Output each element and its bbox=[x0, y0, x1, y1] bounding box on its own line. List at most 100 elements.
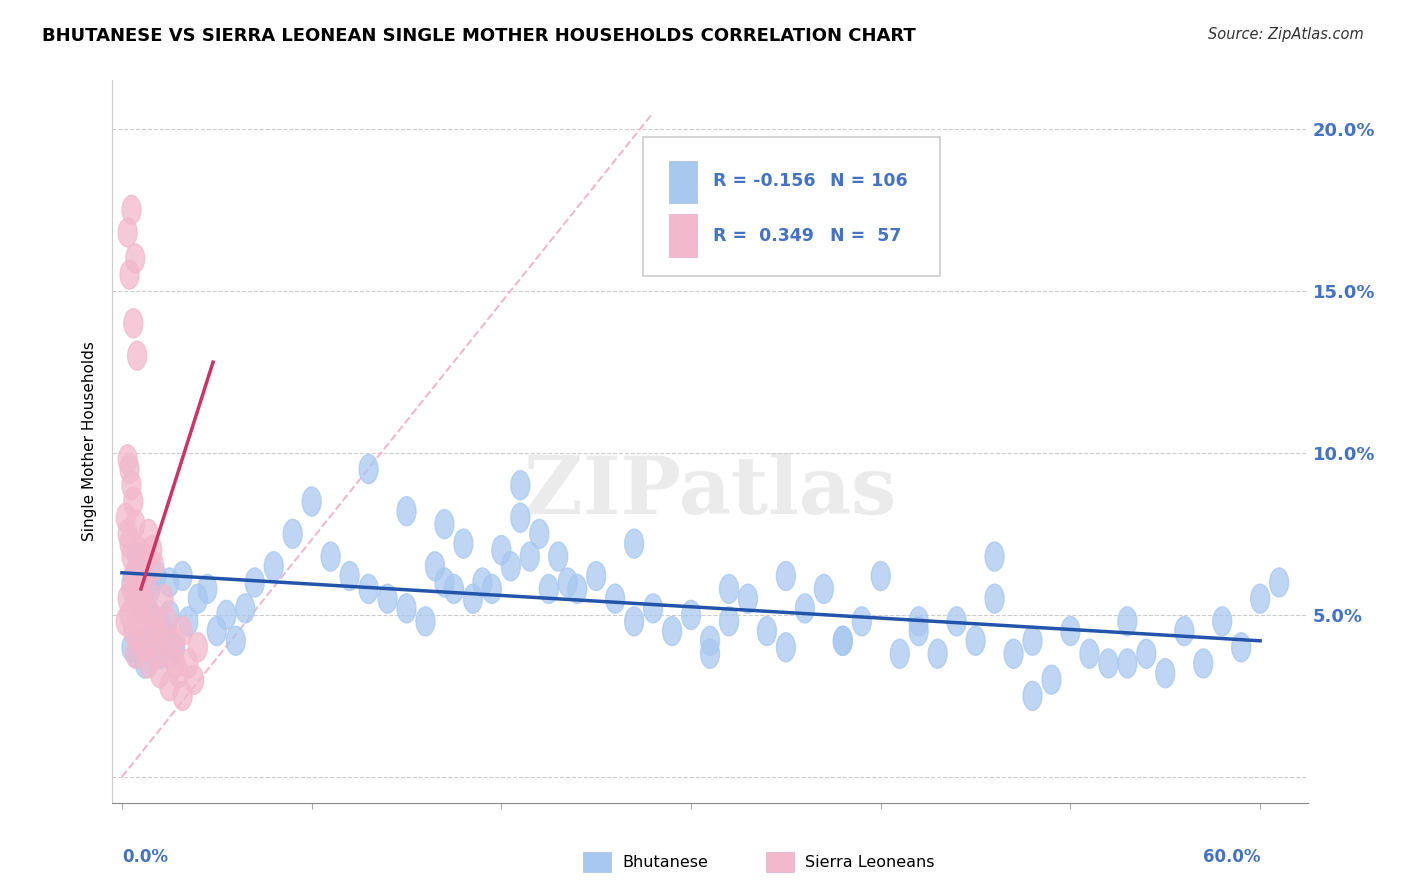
Ellipse shape bbox=[122, 568, 141, 597]
Ellipse shape bbox=[236, 594, 254, 623]
Ellipse shape bbox=[141, 574, 160, 604]
Ellipse shape bbox=[179, 607, 198, 636]
Ellipse shape bbox=[245, 568, 264, 597]
Ellipse shape bbox=[586, 561, 606, 591]
Ellipse shape bbox=[157, 607, 177, 636]
Ellipse shape bbox=[872, 561, 890, 591]
Ellipse shape bbox=[359, 455, 378, 483]
Ellipse shape bbox=[624, 607, 644, 636]
Ellipse shape bbox=[169, 658, 188, 688]
Ellipse shape bbox=[179, 648, 198, 678]
Ellipse shape bbox=[160, 568, 179, 597]
Text: R = -0.156: R = -0.156 bbox=[713, 172, 815, 190]
Ellipse shape bbox=[146, 561, 166, 591]
Ellipse shape bbox=[124, 561, 143, 591]
Ellipse shape bbox=[910, 616, 928, 646]
Ellipse shape bbox=[129, 552, 149, 581]
Ellipse shape bbox=[160, 600, 179, 630]
Ellipse shape bbox=[122, 574, 141, 604]
Ellipse shape bbox=[138, 574, 156, 604]
Ellipse shape bbox=[118, 519, 138, 549]
Ellipse shape bbox=[966, 626, 986, 656]
Ellipse shape bbox=[128, 594, 146, 623]
Text: R =  0.349: R = 0.349 bbox=[713, 227, 814, 245]
Ellipse shape bbox=[720, 607, 738, 636]
Ellipse shape bbox=[1137, 640, 1156, 668]
Ellipse shape bbox=[131, 574, 150, 604]
Ellipse shape bbox=[129, 626, 149, 656]
Text: Sierra Leoneans: Sierra Leoneans bbox=[804, 855, 934, 870]
Ellipse shape bbox=[852, 607, 872, 636]
Ellipse shape bbox=[1118, 607, 1137, 636]
Ellipse shape bbox=[464, 584, 482, 613]
Ellipse shape bbox=[120, 260, 139, 289]
Ellipse shape bbox=[118, 218, 138, 247]
Ellipse shape bbox=[125, 509, 145, 539]
Ellipse shape bbox=[135, 584, 155, 613]
Ellipse shape bbox=[502, 552, 520, 581]
Ellipse shape bbox=[426, 552, 444, 581]
Ellipse shape bbox=[141, 600, 160, 630]
Ellipse shape bbox=[125, 640, 145, 668]
Ellipse shape bbox=[162, 640, 181, 668]
Ellipse shape bbox=[548, 542, 568, 571]
Ellipse shape bbox=[198, 574, 217, 604]
Ellipse shape bbox=[530, 519, 548, 549]
Ellipse shape bbox=[776, 561, 796, 591]
Ellipse shape bbox=[1270, 568, 1289, 597]
Ellipse shape bbox=[1156, 658, 1175, 688]
Ellipse shape bbox=[568, 574, 586, 604]
Ellipse shape bbox=[141, 600, 160, 630]
Ellipse shape bbox=[340, 561, 359, 591]
Ellipse shape bbox=[120, 529, 139, 558]
Ellipse shape bbox=[146, 607, 166, 636]
Text: Bhutanese: Bhutanese bbox=[621, 855, 707, 870]
Ellipse shape bbox=[796, 594, 814, 623]
Ellipse shape bbox=[510, 471, 530, 500]
Ellipse shape bbox=[128, 542, 146, 571]
Ellipse shape bbox=[124, 487, 143, 516]
Ellipse shape bbox=[482, 574, 502, 604]
Ellipse shape bbox=[814, 574, 834, 604]
Ellipse shape bbox=[359, 574, 378, 604]
Ellipse shape bbox=[1080, 640, 1099, 668]
Ellipse shape bbox=[1194, 648, 1213, 678]
Ellipse shape bbox=[302, 487, 321, 516]
Ellipse shape bbox=[139, 519, 157, 549]
Ellipse shape bbox=[472, 568, 492, 597]
Ellipse shape bbox=[682, 600, 700, 630]
Ellipse shape bbox=[134, 584, 152, 613]
Ellipse shape bbox=[135, 561, 155, 591]
Ellipse shape bbox=[118, 445, 138, 474]
Ellipse shape bbox=[321, 542, 340, 571]
Ellipse shape bbox=[264, 552, 283, 581]
Ellipse shape bbox=[188, 632, 207, 662]
Ellipse shape bbox=[166, 626, 184, 656]
Ellipse shape bbox=[928, 640, 948, 668]
Ellipse shape bbox=[125, 244, 145, 273]
Ellipse shape bbox=[217, 600, 236, 630]
Ellipse shape bbox=[416, 607, 434, 636]
Text: BHUTANESE VS SIERRA LEONEAN SINGLE MOTHER HOUSEHOLDS CORRELATION CHART: BHUTANESE VS SIERRA LEONEAN SINGLE MOTHE… bbox=[42, 27, 915, 45]
Ellipse shape bbox=[120, 455, 139, 483]
Ellipse shape bbox=[1232, 632, 1251, 662]
Ellipse shape bbox=[146, 607, 166, 636]
Ellipse shape bbox=[143, 535, 162, 565]
Ellipse shape bbox=[146, 640, 166, 668]
Ellipse shape bbox=[1175, 616, 1194, 646]
Ellipse shape bbox=[986, 584, 1004, 613]
Ellipse shape bbox=[1004, 640, 1024, 668]
Ellipse shape bbox=[124, 309, 143, 338]
Ellipse shape bbox=[644, 594, 662, 623]
Ellipse shape bbox=[120, 600, 139, 630]
Ellipse shape bbox=[738, 584, 758, 613]
Ellipse shape bbox=[1042, 665, 1062, 694]
Ellipse shape bbox=[434, 509, 454, 539]
Ellipse shape bbox=[520, 542, 540, 571]
Ellipse shape bbox=[434, 568, 454, 597]
Ellipse shape bbox=[150, 626, 169, 656]
Ellipse shape bbox=[1024, 681, 1042, 710]
Ellipse shape bbox=[1251, 584, 1270, 613]
Ellipse shape bbox=[173, 616, 193, 646]
Ellipse shape bbox=[122, 632, 141, 662]
